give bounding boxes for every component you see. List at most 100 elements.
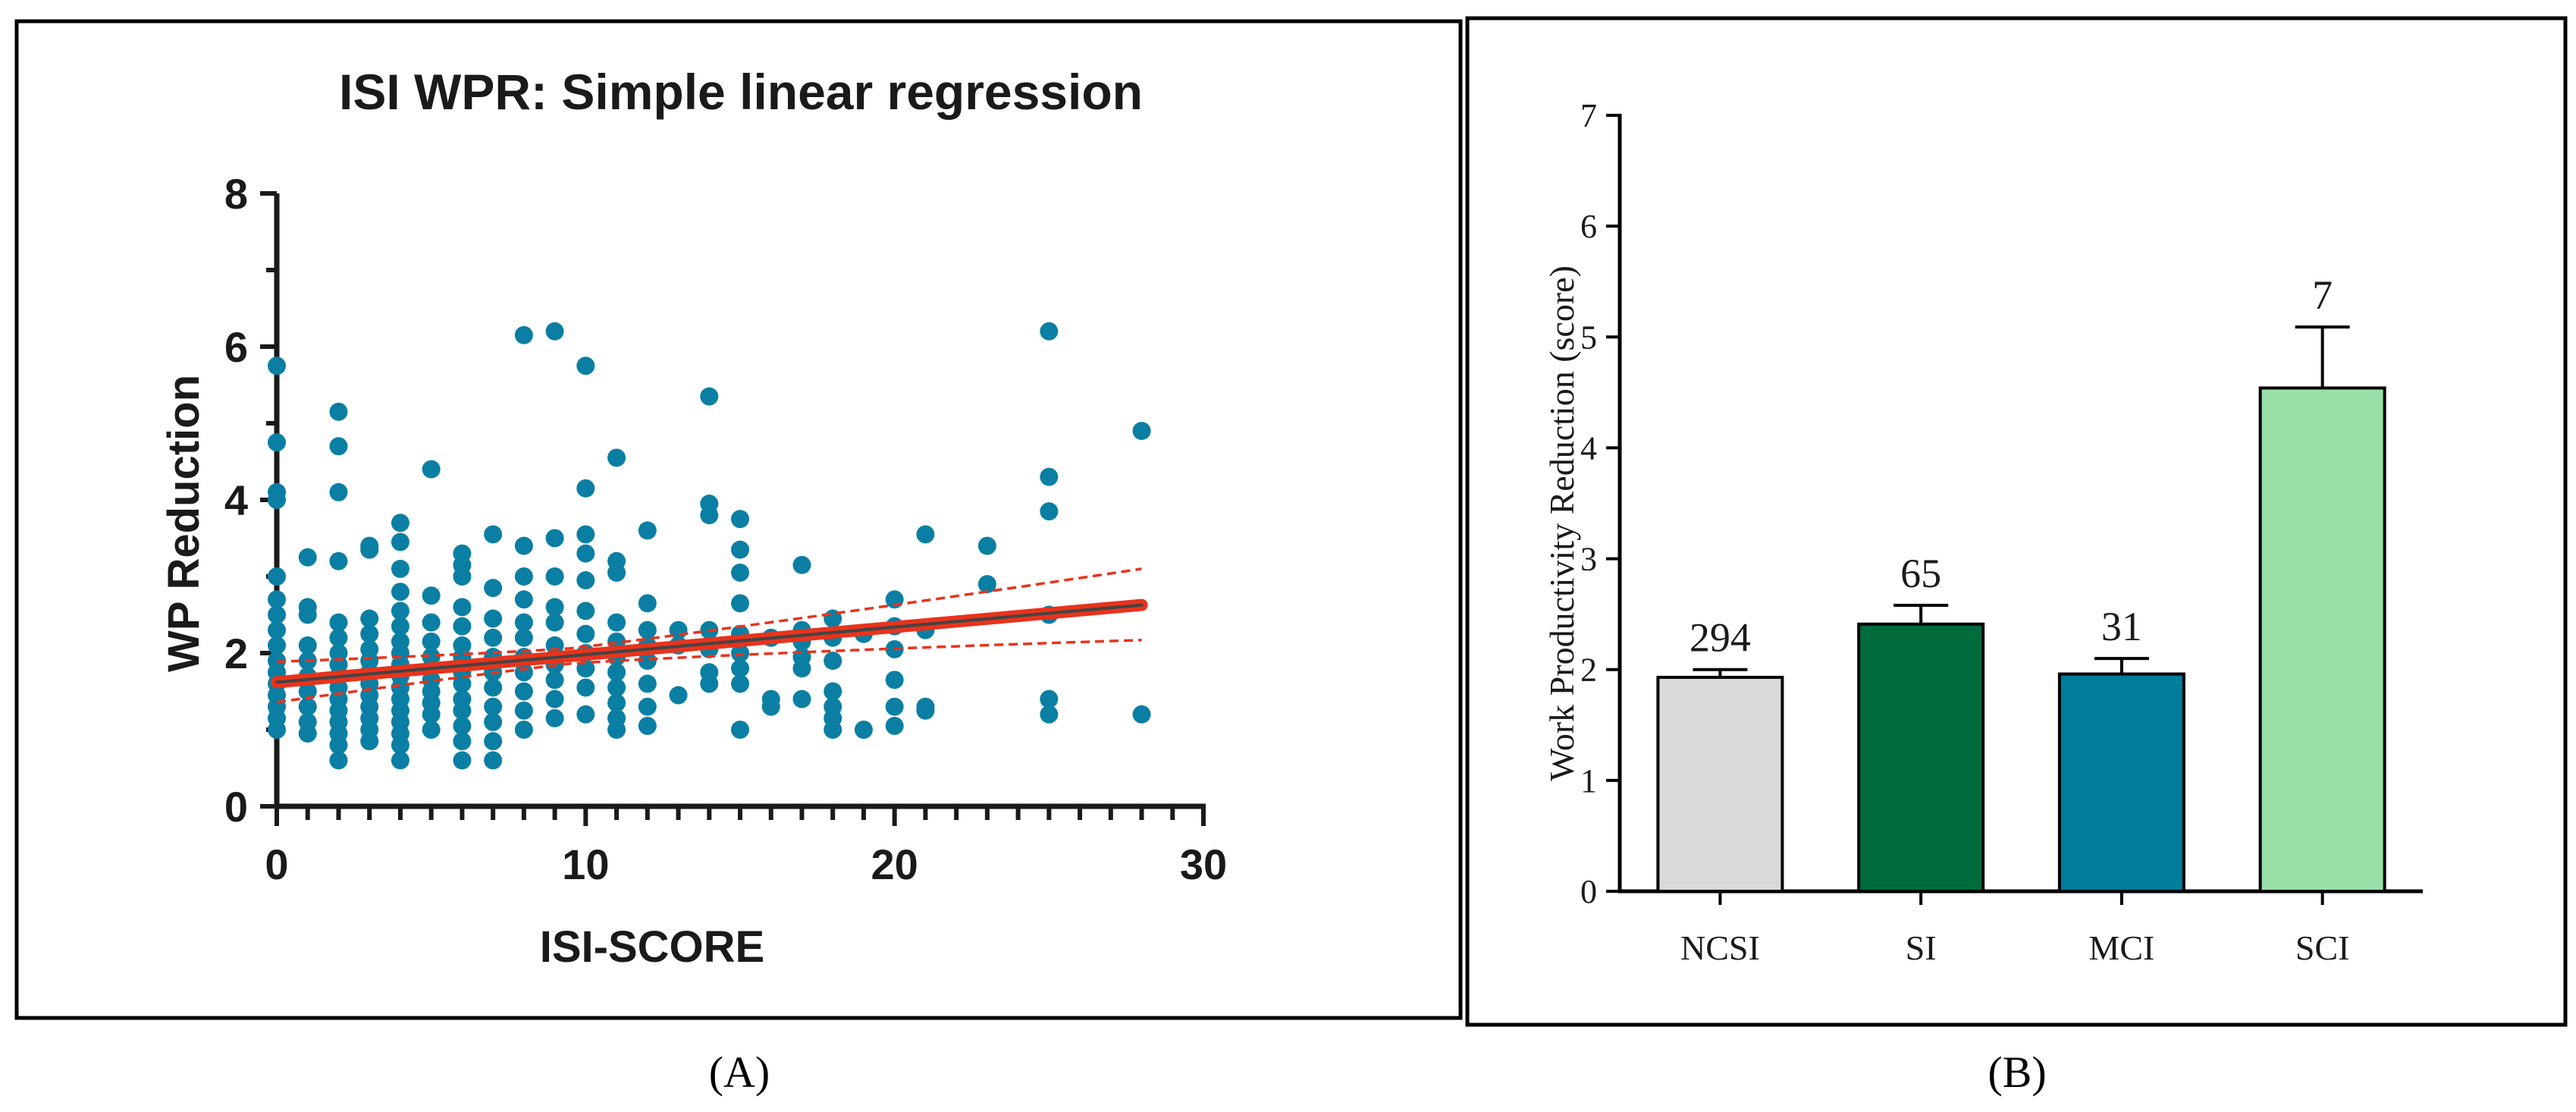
scatter-point: [422, 613, 441, 632]
bar-ncsi: [1656, 675, 1784, 893]
scatter-point: [545, 690, 564, 708]
chart-b-ytick-label: 4: [1580, 429, 1597, 466]
scatter-point: [329, 482, 348, 501]
scatter-point: [484, 712, 503, 731]
scatter-point: [761, 697, 780, 716]
scatter-point: [268, 567, 286, 586]
scatter-point: [824, 652, 842, 671]
scatter-point: [422, 460, 441, 479]
scatter-point: [329, 628, 348, 647]
scatter-point: [484, 628, 503, 647]
scatter-point: [453, 701, 472, 720]
scatter-point: [391, 559, 409, 578]
scatter-point: [514, 628, 533, 647]
chart-a: 0 2 4 6 8 0 10 20 30: [224, 170, 1227, 888]
chart-b-xtick-label: NCSI: [1680, 928, 1760, 967]
scatter-point: [792, 659, 811, 678]
scatter-point: [329, 736, 348, 755]
scatter-point: [638, 594, 657, 613]
scatter-point: [268, 636, 286, 655]
scatter-point: [391, 514, 409, 532]
scatter-point: [731, 594, 749, 613]
scatter-point: [885, 671, 904, 690]
scatter-point: [576, 357, 595, 375]
chart-a-ytick-label: 0: [224, 783, 248, 831]
chart-a-points: [268, 322, 1151, 770]
scatter-point: [422, 705, 441, 724]
scatter-point: [268, 433, 286, 452]
scatter-point: [484, 579, 503, 598]
scatter-point: [391, 751, 409, 770]
scatter-point: [329, 551, 348, 570]
bar-mci: [2057, 672, 2185, 893]
scatter-point: [854, 721, 873, 739]
chart-a-fit-line-core: [275, 603, 1144, 684]
scatter-point: [514, 701, 533, 720]
scatter-point: [514, 590, 533, 609]
scatter-point: [453, 567, 472, 586]
bar-label-mci: 31: [2101, 604, 2142, 649]
chart-a-ytick-label: 4: [224, 476, 248, 524]
panel-label-b: (B): [1988, 1048, 2046, 1097]
scatter-point: [731, 510, 749, 529]
panel-label-a: (A): [709, 1048, 770, 1097]
scatter-point: [824, 721, 842, 739]
scatter-point: [824, 682, 842, 701]
scatter-point: [360, 609, 379, 628]
chart-a-xtick-label: 20: [871, 840, 918, 888]
scatter-point: [700, 387, 719, 406]
scatter-point: [484, 697, 503, 716]
scatter-point: [545, 671, 564, 690]
scatter-point: [731, 721, 749, 739]
scatter-point: [484, 525, 503, 544]
scatter-point: [298, 697, 317, 716]
chart-b-ytick-label: 7: [1580, 97, 1597, 134]
scatter-point: [453, 751, 472, 770]
panel-b-frame: [1465, 16, 2568, 1027]
scatter-point: [731, 540, 749, 559]
scatter-point: [638, 697, 657, 716]
scatter-point: [607, 678, 626, 697]
chart-a-xtick-label: 0: [265, 840, 288, 888]
scatter-point: [916, 701, 935, 720]
chart-b-ytick-label: 5: [1580, 319, 1597, 356]
chart-a-xtick-label: 10: [562, 840, 609, 888]
bar-si: [1857, 622, 1985, 893]
scatter-point: [1040, 690, 1059, 708]
scatter-point: [576, 479, 595, 498]
chart-a-ytick-label: 2: [224, 630, 248, 677]
scatter-point: [360, 540, 379, 559]
scatter-point: [484, 732, 503, 751]
scatter-point: [391, 583, 409, 602]
chart-a-ytick-label: 8: [224, 170, 248, 218]
chart-a-ci-lower: [276, 639, 1142, 704]
scatter-point: [329, 402, 348, 421]
scatter-point: [391, 602, 409, 620]
scatter-point: [576, 544, 595, 563]
scatter-point: [607, 448, 626, 467]
chart-b: 0 1 2 3 4 5 6 7 294 NCSI 65 SI 31 MCI 7 SCI: [1580, 97, 2423, 967]
scatter-point: [1040, 705, 1059, 724]
chart-b-ytick-label: 2: [1580, 652, 1597, 689]
scatter-point: [1040, 502, 1059, 521]
chart-b-ytick-label: 6: [1580, 208, 1597, 245]
scatter-point: [360, 732, 379, 751]
chart-a-ylabel: WP Reduction: [159, 375, 209, 672]
chart-b-ytick-label: 3: [1580, 541, 1597, 578]
scatter-point: [545, 529, 564, 548]
chart-b-xtick-label: SCI: [2295, 928, 2350, 967]
scatter-point: [453, 617, 472, 636]
scatter-point: [638, 716, 657, 735]
scatter-point: [576, 602, 595, 620]
scatter-point: [360, 624, 379, 643]
chart-b-xtick-label: SI: [1906, 928, 1937, 967]
scatter-point: [514, 613, 533, 632]
scatter-point: [700, 506, 719, 525]
scatter-point: [484, 609, 503, 628]
scatter-point: [268, 620, 286, 639]
scatter-point: [638, 521, 657, 540]
panel-a-frame: [14, 19, 1463, 1020]
scatter-point: [514, 721, 533, 739]
